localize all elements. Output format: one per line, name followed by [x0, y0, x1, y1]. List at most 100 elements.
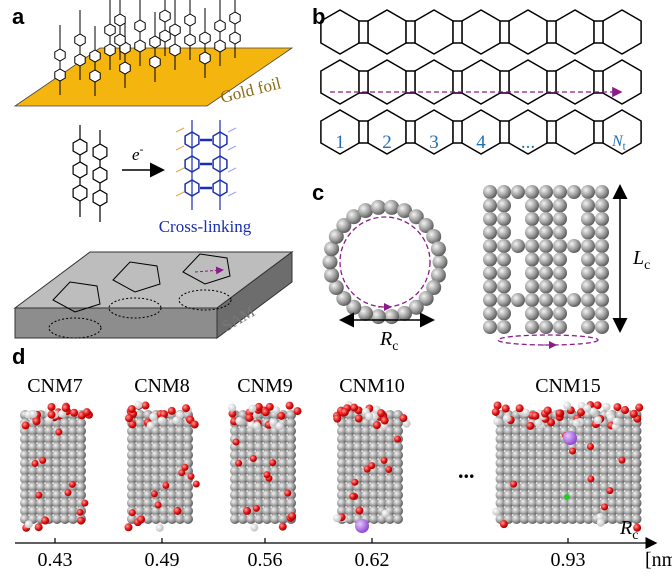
shape [543, 490, 554, 500]
shape [324, 241, 340, 257]
shape [591, 426, 602, 436]
panel-label: d [12, 344, 25, 369]
shape [361, 490, 371, 500]
shape [278, 442, 288, 452]
shape [246, 474, 256, 484]
shape [336, 218, 352, 234]
text-base: e [132, 145, 140, 164]
shape [336, 290, 352, 306]
shape [320, 59, 360, 105]
shape [497, 225, 511, 240]
shape [183, 426, 193, 436]
shape [254, 482, 264, 492]
shape [254, 434, 264, 444]
shape [623, 506, 634, 516]
shape [230, 482, 240, 492]
cell-index: 3 [429, 132, 439, 153]
shape [369, 450, 379, 460]
shape [539, 279, 553, 294]
shape [591, 490, 602, 500]
shape [555, 109, 595, 155]
shape [252, 421, 261, 430]
shape [151, 442, 161, 452]
shape [553, 320, 567, 334]
shape [623, 514, 634, 524]
shape [583, 458, 594, 468]
shape [377, 474, 387, 484]
shape [365, 412, 374, 421]
shape [615, 474, 626, 484]
shape [14, 307, 218, 339]
shape [526, 421, 535, 430]
shape [503, 434, 514, 444]
shape [238, 442, 248, 452]
shape [525, 306, 539, 321]
shape [593, 401, 602, 410]
shape [539, 185, 553, 199]
shape [254, 458, 264, 468]
axis-tick-label: 0.49 [145, 549, 180, 571]
shape [546, 120, 557, 144]
shape [52, 466, 62, 476]
shape [249, 455, 257, 463]
shape [575, 474, 586, 484]
shape [28, 442, 38, 452]
shape [567, 498, 578, 508]
shape [263, 471, 271, 479]
shape [495, 434, 506, 444]
shape [28, 498, 38, 508]
cell-index: 2 [382, 132, 392, 153]
shape [596, 518, 605, 527]
shape [353, 466, 363, 476]
shape [581, 239, 595, 253]
shape [583, 466, 594, 476]
shape [564, 494, 570, 500]
cell-index: 4 [476, 132, 486, 153]
shape [519, 434, 530, 444]
shape [70, 408, 79, 417]
shape [567, 293, 581, 307]
shape [345, 434, 355, 444]
shape [361, 498, 371, 508]
shape [154, 501, 162, 509]
shape [559, 442, 570, 452]
axis-label: Rc [619, 517, 638, 543]
shape [497, 198, 511, 213]
shape [337, 482, 347, 492]
shape [108, 297, 162, 319]
shape [539, 306, 553, 321]
shape [502, 414, 511, 423]
shape [128, 509, 136, 517]
shape [527, 474, 538, 484]
shape [167, 458, 177, 468]
shape [515, 404, 524, 413]
shape [572, 418, 581, 427]
shape [623, 474, 634, 484]
shape [52, 474, 62, 484]
shape [60, 506, 70, 516]
shape [531, 411, 540, 420]
axis-tick-label: 0.93 [551, 549, 586, 571]
shape [591, 434, 602, 444]
shape [44, 426, 54, 436]
shape [143, 490, 153, 500]
shape [377, 434, 387, 444]
shape [151, 466, 161, 476]
shape [581, 266, 595, 280]
shape [508, 59, 548, 105]
shape [39, 456, 47, 464]
shape [155, 523, 164, 532]
shape [601, 503, 609, 511]
shape [527, 466, 538, 476]
shape [246, 466, 256, 476]
shape [135, 426, 145, 436]
shape [405, 120, 416, 144]
shape [534, 418, 543, 427]
shape [393, 450, 403, 460]
shape [602, 9, 642, 55]
shape [575, 514, 586, 524]
shape [393, 498, 403, 508]
shape [246, 426, 256, 436]
shape [461, 59, 501, 105]
